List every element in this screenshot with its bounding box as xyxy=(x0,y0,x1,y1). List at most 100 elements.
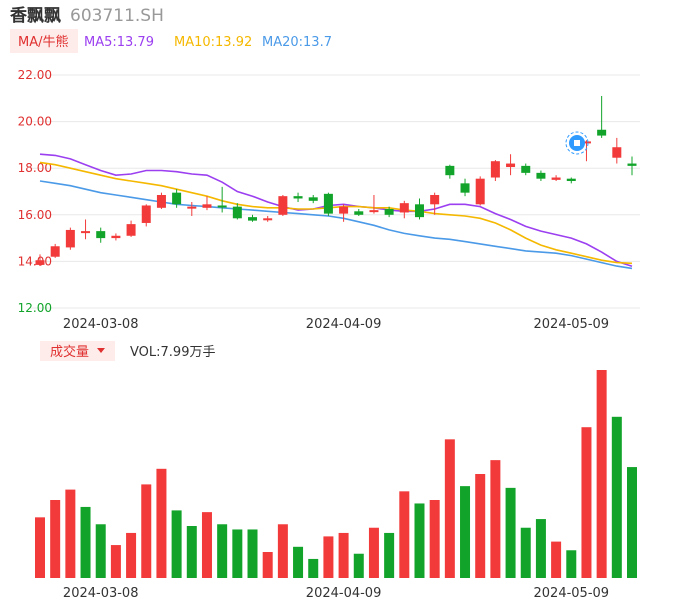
y-tick-label: 12.00 xyxy=(18,301,52,315)
candle-body xyxy=(536,172,546,179)
volume-bar xyxy=(277,524,288,578)
volume-bar xyxy=(429,500,440,578)
candle-body xyxy=(293,196,303,199)
ma-toggle-label[interactable]: MA/牛熊 xyxy=(18,34,69,50)
ma-toggle-bg[interactable] xyxy=(10,29,78,53)
ma20-legend: MA20:13.7 xyxy=(262,35,332,50)
candle-body xyxy=(323,193,333,214)
volume-bar xyxy=(475,474,486,578)
x-tick-label: 2024-04-09 xyxy=(306,586,382,601)
volume-bar xyxy=(247,529,258,578)
candle-body xyxy=(263,218,273,221)
candle-body xyxy=(581,141,591,144)
candle-body xyxy=(81,231,91,234)
volume-bar xyxy=(186,526,197,578)
volume-bar xyxy=(444,439,455,578)
volume-bar xyxy=(566,550,577,578)
candle-body xyxy=(430,194,440,205)
volume-bar xyxy=(627,467,637,578)
candle-body xyxy=(460,183,470,193)
y-tick-label: 16.00 xyxy=(18,208,52,222)
price-grid xyxy=(30,74,640,309)
candle-body xyxy=(96,231,106,239)
price-y-axis: 22.00 20.00 18.00 16.00 14.00 12.00 xyxy=(18,68,52,315)
y-tick-label: 18.00 xyxy=(18,161,52,175)
volume-bar xyxy=(535,519,546,578)
ma-line-ma20 xyxy=(39,180,633,270)
candle-body xyxy=(232,206,242,219)
volume-toggle-bg[interactable] xyxy=(40,341,115,361)
volume-bar xyxy=(490,460,501,578)
volume-bar xyxy=(201,512,212,578)
candle-body xyxy=(111,235,121,239)
volume-bar xyxy=(414,503,425,578)
candle-body xyxy=(339,206,349,214)
candle-body xyxy=(414,204,424,218)
candle-body xyxy=(384,208,394,215)
x-tick-label: 2024-03-08 xyxy=(63,586,139,601)
volume-bar xyxy=(262,552,273,578)
volume-bar xyxy=(35,517,45,578)
volume-bar xyxy=(551,541,562,578)
x-tick-label: 2024-05-09 xyxy=(534,317,610,332)
volume-bar xyxy=(581,427,592,578)
candle-body xyxy=(445,165,455,176)
volume-bar xyxy=(384,532,395,578)
chevron-down-icon[interactable] xyxy=(97,348,105,353)
candle-body xyxy=(627,163,637,166)
volume-bar xyxy=(368,527,379,578)
ma-line-ma10 xyxy=(39,161,633,265)
volume-bar xyxy=(460,486,471,578)
volume-bar xyxy=(95,524,106,578)
volume-bar xyxy=(156,468,167,578)
volume-x-axis: 2024-03-08 2024-04-09 2024-05-09 xyxy=(63,586,609,601)
candle-body xyxy=(202,204,212,208)
candle-body xyxy=(141,205,151,223)
volume-bar xyxy=(141,484,152,578)
candle-body xyxy=(369,210,379,213)
candle-body xyxy=(217,205,227,208)
volume-value: VOL:7.99万手 xyxy=(130,345,215,360)
stock-name: 香飘飘 xyxy=(10,6,61,26)
candle-body xyxy=(566,178,576,182)
ma-line-ma5 xyxy=(39,153,633,268)
ma5-legend: MA5:13.79 xyxy=(84,35,154,50)
y-tick-label: 22.00 xyxy=(18,68,52,82)
candle-body xyxy=(399,203,409,213)
y-tick-label: 14.00 xyxy=(18,254,52,268)
volume-toggle-label[interactable]: 成交量 xyxy=(50,344,89,360)
candle-body xyxy=(35,260,45,265)
volume-bar xyxy=(323,536,334,578)
candle-body xyxy=(612,147,622,158)
volume-bar xyxy=(338,532,349,578)
event-marker-icon[interactable] xyxy=(565,131,589,155)
candle-body xyxy=(506,163,516,168)
volume-bar xyxy=(126,532,137,578)
volume-bar xyxy=(217,524,228,578)
candle-body xyxy=(278,196,288,215)
volume-bar xyxy=(596,370,607,578)
x-tick-label: 2024-05-09 xyxy=(534,586,610,601)
candle-body xyxy=(551,177,561,180)
volume-bar xyxy=(505,487,516,578)
volume-bar xyxy=(308,558,319,578)
y-tick-label: 20.00 xyxy=(18,115,52,129)
ma10-legend: MA10:13.92 xyxy=(174,35,252,50)
candle-body xyxy=(172,192,182,205)
stock-code: 603711.SH xyxy=(70,6,164,26)
volume-bar xyxy=(293,546,304,578)
candle-body xyxy=(50,246,60,257)
x-tick-label: 2024-03-08 xyxy=(63,317,139,332)
candle-body xyxy=(521,165,531,173)
candle-body xyxy=(187,206,197,209)
candle-body xyxy=(354,211,364,215)
volume-bar xyxy=(232,529,243,578)
ma-lines xyxy=(39,153,633,270)
volume-bar xyxy=(80,506,91,578)
volume-bar xyxy=(399,491,410,578)
x-tick-label: 2024-04-09 xyxy=(306,317,382,332)
candle-body xyxy=(597,129,607,136)
candle-body xyxy=(156,194,166,208)
candle-body xyxy=(475,178,485,205)
volume-bar xyxy=(110,545,121,578)
